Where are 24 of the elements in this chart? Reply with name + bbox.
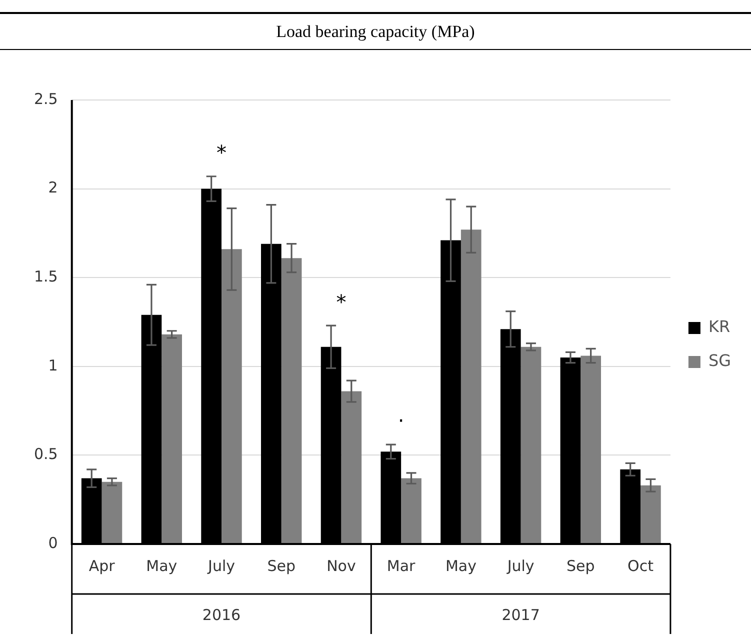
- x-tick-label: May: [146, 556, 178, 575]
- x-tick-label: Sep: [267, 556, 296, 575]
- legend-label: KR: [708, 317, 730, 336]
- x-tick-label: Sep: [566, 556, 595, 575]
- y-tick-label: 0.5: [34, 445, 58, 464]
- chart-title: Load bearing capacity (MPa): [0, 12, 751, 50]
- x-tick-label: Nov: [326, 556, 356, 575]
- y-tick-label: 1.5: [34, 267, 58, 286]
- x-tick-label: July: [506, 556, 534, 575]
- x-tick-label: Mar: [386, 556, 416, 575]
- x-tick-label: July: [207, 556, 236, 575]
- y-tick-label: 2.5: [34, 90, 58, 108]
- x-tick-label: Oct: [628, 556, 654, 575]
- y-tick-label: 0: [48, 534, 58, 552]
- x-tick-label: May: [445, 556, 477, 575]
- legend-label: SG: [708, 351, 732, 370]
- text: 2016: [202, 606, 241, 624]
- annotation: ·: [398, 408, 404, 433]
- y-tick-label: 2: [48, 178, 58, 197]
- x-tick-label: Apr: [88, 556, 116, 575]
- text: 2017: [502, 606, 540, 624]
- annotation: *: [336, 290, 346, 314]
- y-tick-label: 1: [48, 356, 58, 374]
- annotation: *: [216, 140, 227, 165]
